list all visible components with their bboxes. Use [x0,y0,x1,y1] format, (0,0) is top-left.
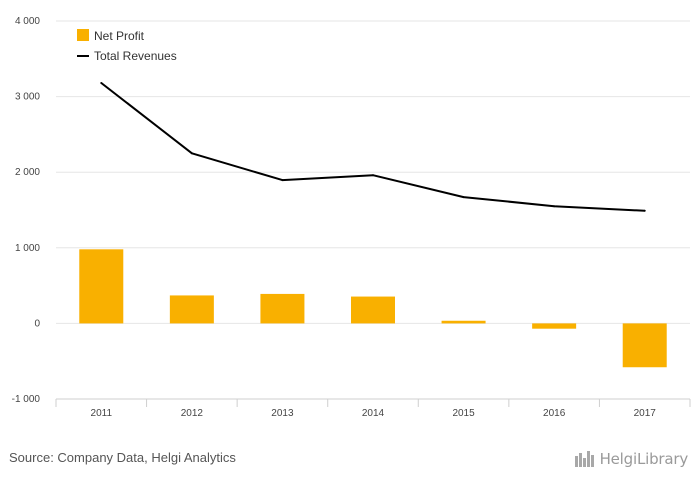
point-total-revenues [643,209,646,212]
legend-label-total-revenues: Total Revenues [94,49,177,63]
helgi-library-logo[interactable]: HelgiLibrary [574,449,688,469]
x-axis: 2011 2012 2013 2014 2015 2016 2017 [55,398,691,419]
x-tick-label: 2013 [271,408,294,419]
bar-net-profit[interactable] [441,320,486,324]
bar-net-profit[interactable] [79,249,124,324]
legend-label-net-profit: Net Profit [94,29,145,43]
legend: Net Profit Total Revenues [77,29,177,63]
y-tick-label: 3 000 [15,92,40,103]
legend-swatch-net-profit [77,29,89,41]
point-total-revenues [372,174,374,177]
point-total-revenues [553,205,556,208]
y-axis: -1 000 0 1 000 2 000 3 000 4 000 [12,16,41,405]
bar-net-profit[interactable] [532,323,577,329]
gridlines [56,20,690,324]
x-tick-label: 2016 [543,408,566,419]
x-tick-label: 2014 [362,408,385,419]
y-tick-label: 1 000 [15,243,40,254]
y-tick-label: 4 000 [15,16,40,27]
point-total-revenues [281,179,284,182]
building-icon [574,451,594,467]
bar-net-profit[interactable] [622,323,667,368]
y-tick-label: 2 000 [15,167,40,178]
point-total-revenues [100,81,103,84]
bar-series [79,249,667,368]
y-tick-label: -1 000 [12,394,41,405]
line-total-revenues[interactable] [100,82,645,212]
logo-text: HelgiLibrary [599,450,689,468]
bar-net-profit[interactable] [351,296,395,324]
point-total-revenues [190,152,193,155]
x-tick-label: 2012 [181,408,204,419]
bar-net-profit[interactable] [260,293,305,324]
x-tick-label: 2015 [452,408,475,419]
line-series [100,81,646,212]
y-tick-label: 0 [34,318,40,329]
point-total-revenues [462,196,465,199]
x-tick-label: 2011 [91,408,113,419]
chart: -1 000 0 1 000 2 000 3 000 4 000 2011 2012 2013… [12,16,691,419]
bar-net-profit[interactable] [169,295,214,324]
source-note: Source: Company Data, Helgi Analytics [9,450,236,465]
x-tick-label: 2017 [634,408,657,419]
